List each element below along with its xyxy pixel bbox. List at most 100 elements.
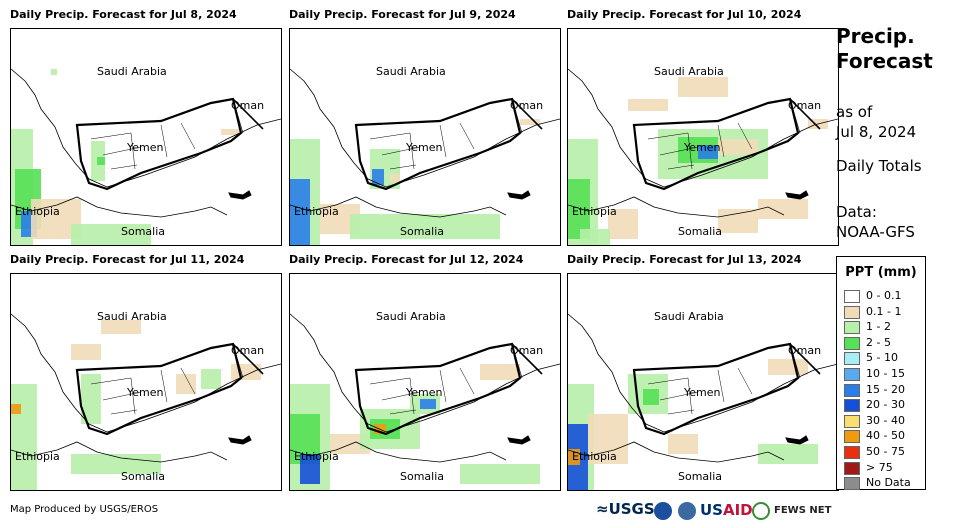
legend-swatch (844, 461, 860, 475)
legend-swatch (844, 477, 860, 491)
yemen-border (354, 342, 522, 436)
precip-cell (176, 374, 196, 394)
forecast-panel: Daily Precip. Forecast for Jul 8, 2024 Sa… (10, 8, 288, 246)
data-source-label: Data: (836, 203, 877, 221)
precip-cell (588, 414, 628, 464)
sidebar-title-line2: Forecast (836, 49, 933, 73)
precip-cell (71, 454, 161, 474)
precip-cell (628, 99, 668, 111)
commerce-seal-logo (678, 502, 696, 520)
precip-cell (390, 174, 400, 182)
forecast-panel: Daily Precip. Forecast for Jul 9, 2024 Sa… (289, 8, 567, 246)
socotra-island (785, 190, 809, 200)
socotra-island (507, 435, 531, 445)
panel-title: Daily Precip. Forecast for Jul 8, 2024 (10, 8, 237, 21)
africa-coastline (290, 441, 507, 463)
precip-cell (480, 364, 520, 380)
label-oman: Oman (510, 99, 544, 112)
sidebar-title: Precip. Forecast (836, 24, 933, 74)
precip-map: Saudi Arabia Oman Yemen Ethiopia Somalia (10, 28, 282, 246)
label-ethiopia: Ethiopia (294, 205, 339, 218)
label-ethiopia: Ethiopia (294, 450, 339, 463)
precip-cell (608, 209, 638, 239)
coastline (568, 313, 838, 433)
label-ethiopia: Ethiopia (572, 205, 617, 218)
precip-cell (97, 157, 105, 165)
precip-cell (71, 224, 151, 245)
forecast-panel: Daily Precip. Forecast for Jul 12, 2024 S… (289, 253, 567, 491)
socotra-island (228, 435, 252, 445)
precip-cell (300, 454, 320, 484)
africa-coastline (568, 441, 785, 463)
precip-cell (758, 444, 818, 464)
map-credit: Map Produced by USGS/EROS (10, 504, 159, 515)
legend-label: 30 - 40 (866, 413, 905, 427)
legend-label: 15 - 20 (866, 382, 905, 396)
precip-cell (221, 129, 241, 135)
precip-cell (678, 77, 728, 97)
precip-map: Saudi Arabia Oman Yemen Ethiopia Somalia (567, 273, 839, 491)
legend-label: 1 - 2 (866, 320, 891, 334)
forecast-panel: Daily Precip. Forecast for Jul 11, 2024 S… (10, 253, 288, 491)
precip-map: Saudi Arabia Oman Yemen Ethiopia Somalia (289, 273, 561, 491)
precip-cell (51, 69, 57, 75)
legend-label: 20 - 30 (866, 398, 905, 412)
daily-totals-label: Daily Totals (836, 157, 922, 175)
label-saudi: Saudi Arabia (376, 310, 446, 323)
legend-label: 0.1 - 1 (866, 304, 902, 318)
label-somalia: Somalia (121, 225, 166, 238)
label-yemen: Yemen (684, 386, 721, 399)
label-ethiopia: Ethiopia (572, 450, 617, 463)
legend-label: 40 - 50 (866, 429, 905, 443)
africa-coastline (568, 196, 785, 218)
legend-swatch (844, 305, 860, 319)
socotra-island (507, 190, 531, 200)
precip-cell (290, 179, 310, 245)
label-oman: Oman (231, 344, 265, 357)
label-somalia: Somalia (400, 225, 445, 238)
precip-cell (758, 199, 808, 219)
label-saudi: Saudi Arabia (376, 65, 446, 78)
socotra-island (228, 190, 252, 200)
label-yemen: Yemen (684, 141, 721, 154)
precip-cell (81, 374, 101, 424)
legend-label: 0 - 0.1 (866, 289, 902, 302)
precip-map: Saudi Arabia Oman Yemen Ethiopia Somalia (289, 28, 561, 246)
legend-label: > 75 (866, 460, 893, 474)
legend-label: No Data (866, 476, 911, 490)
label-yemen: Yemen (127, 386, 164, 399)
yemen-border (354, 97, 522, 191)
fewsnet-globe-icon (752, 502, 770, 520)
precip-cell (11, 384, 37, 490)
precip-cell (71, 344, 101, 360)
label-somalia: Somalia (678, 470, 723, 483)
legend-label: 2 - 5 (866, 335, 891, 349)
precip-cell (520, 119, 540, 125)
legend-label: 5 - 10 (866, 351, 898, 365)
map-svg (568, 68, 838, 245)
legend-swatch (844, 336, 860, 350)
usaid-logo-aid: AID (722, 501, 753, 519)
governorate-lines (90, 122, 196, 170)
as-of-date: Jul 8, 2024 (836, 123, 917, 141)
label-ethiopia: Ethiopia (15, 450, 60, 463)
data-source-block: Data: NOAA-GFS (836, 202, 915, 242)
precip-cell (11, 404, 21, 414)
coastline (290, 313, 560, 433)
label-somalia: Somalia (121, 470, 166, 483)
label-yemen: Yemen (127, 141, 164, 154)
africa-coastline (290, 196, 507, 218)
precip-cell (101, 320, 141, 334)
legend-swatch (844, 290, 860, 303)
yemen-border (632, 97, 800, 191)
as-of-label: as of (836, 103, 873, 121)
panel-title: Daily Precip. Forecast for Jul 9, 2024 (289, 8, 516, 21)
label-somalia: Somalia (678, 225, 723, 238)
socotra-island (785, 435, 809, 445)
governorate-lines (369, 367, 475, 415)
yemen-border (75, 97, 243, 191)
precip-map: Saudi Arabia Oman Yemen Ethiopia Somalia (10, 273, 282, 491)
legend-swatch (844, 383, 860, 397)
precip-cell (201, 369, 221, 389)
